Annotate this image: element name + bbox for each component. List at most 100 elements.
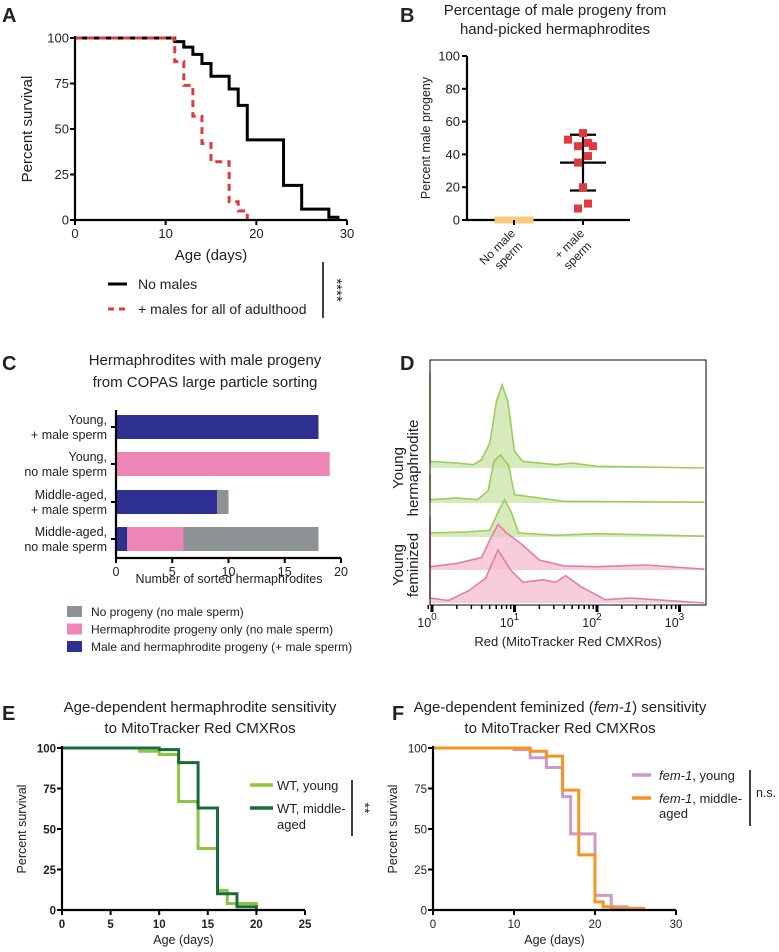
category-label: Middle-aged, (35, 488, 107, 502)
histogram-trace (429, 453, 705, 503)
x-tick-label: 10 (508, 919, 521, 931)
y-tick-label: 100 (438, 49, 460, 64)
y-tick-label: 100 (37, 744, 56, 756)
survival-curve-2 (62, 746, 258, 910)
group-label: Young (390, 447, 407, 489)
legend-label: No progeny (no male sperm) (91, 605, 244, 619)
y-tick-label: 0 (62, 213, 69, 228)
legend-label: Male and hermaphrodite progeny (+ male s… (91, 640, 352, 654)
y-tick-label: 0 (421, 906, 427, 918)
x-tick-label: 25 (299, 919, 312, 931)
x-tick-label: 0 (430, 919, 436, 931)
y-tick-label: 80 (446, 81, 460, 96)
significance-label: n.s. (756, 786, 776, 800)
data-point (574, 204, 582, 213)
x-tick-label: 30 (670, 919, 683, 931)
y-axis-label: Percent survival (15, 785, 29, 874)
legend-swatch (67, 623, 82, 635)
y-tick-label: 100 (408, 744, 427, 756)
legend-label: fem-1, middle- (659, 791, 742, 806)
histogram-trace (429, 497, 705, 537)
y-tick-label: 25 (43, 865, 56, 877)
panel-letter-e: E (2, 703, 15, 725)
data-point (526, 216, 534, 224)
y-axis-label: Percent survival (19, 76, 36, 183)
histogram-fill (430, 372, 706, 468)
x-tick-label: 102 (582, 612, 602, 630)
legend-label: + males for all of adulthood (138, 301, 307, 317)
chart-title: from COPAS large particle sorting (93, 374, 318, 391)
panel-letter-d: D (400, 353, 414, 375)
title-part-italic: fem-1 (594, 699, 632, 716)
bar-segment (116, 527, 128, 551)
histogram-trace (429, 536, 705, 604)
y-tick-label: 75 (55, 76, 69, 91)
y-tick-label: 60 (446, 114, 460, 129)
data-point (584, 138, 592, 147)
y-tick-label: 0 (50, 906, 56, 918)
x-axis-label: Age (days) (175, 247, 248, 264)
data-point (564, 135, 572, 144)
significance-label: **** (328, 278, 345, 302)
tick-exponent: 1 (514, 612, 520, 623)
legend-rest: , young (692, 768, 735, 783)
legend-label: aged (659, 806, 688, 821)
y-tick-label: 40 (446, 147, 460, 162)
y-tick-label: 75 (414, 784, 427, 796)
panel-a-survival: 0 10 20 30 0 25 50 75 100 Age (days) Percent survi… (19, 31, 354, 318)
x-tick-label: 15 (278, 565, 292, 579)
group-label: Young (390, 544, 407, 586)
panel-letter-c: C (2, 353, 16, 375)
chart-title: to MitoTracker Red CMXRos (104, 720, 295, 737)
category-label: + male sperm (31, 503, 107, 517)
axes (60, 746, 305, 912)
bar-segment (217, 490, 229, 514)
legend-rest: , middle- (692, 791, 742, 806)
x-axis-label: Number of sorted hermaphrodites (136, 572, 323, 586)
tick-base: 10 (665, 616, 679, 630)
legend-label: WT, young (277, 778, 338, 793)
category-label: + male sperm (31, 428, 107, 442)
y-tick-label: 20 (446, 180, 460, 195)
y-tick-label: 0 (453, 213, 460, 228)
data-point (574, 158, 582, 167)
histogram-trace (429, 523, 705, 570)
histogram-fill (430, 454, 706, 503)
survival-curve-2 (75, 36, 249, 220)
x-tick-label: 30 (340, 226, 354, 241)
x-tick-label: 5 (107, 919, 114, 931)
x-axis-label: Age (days) (524, 933, 584, 947)
x-tick-label: 20 (589, 919, 602, 931)
legend-label: WT, middle- (277, 801, 346, 816)
axes (431, 746, 676, 912)
legend-label: Hermaphrodite progeny only (no male sper… (91, 623, 333, 637)
histogram-fill (430, 536, 706, 603)
legend-swatch (67, 606, 82, 617)
group-label: feminized (405, 533, 422, 597)
category-label: no male sperm (24, 540, 107, 554)
y-tick-label: 100 (47, 31, 69, 46)
legend-swatch (67, 641, 82, 652)
chart-title: Percentage of male progeny from (444, 2, 667, 19)
x-tick-label: 0 (113, 565, 120, 579)
y-tick-label: 50 (43, 825, 56, 837)
x-tick-label: 101 (500, 612, 520, 630)
tick-base: 10 (582, 616, 596, 630)
category-label: Young, (69, 413, 107, 427)
bar-segment (127, 527, 184, 551)
panel-letter-a: A (2, 5, 16, 27)
tick-exponent: 2 (596, 612, 602, 623)
x-tick-label: 20 (249, 226, 263, 241)
x-tick-label: 0 (71, 226, 78, 241)
legend-label: No males (138, 276, 197, 292)
x-tick-label: 103 (665, 612, 685, 630)
data-point (579, 129, 587, 138)
bar-segment (183, 527, 319, 551)
y-tick-label: 75 (43, 784, 56, 796)
y-tick-label: 50 (414, 825, 427, 837)
survival-curve-2 (433, 746, 646, 910)
survival-curve-1 (75, 36, 340, 220)
